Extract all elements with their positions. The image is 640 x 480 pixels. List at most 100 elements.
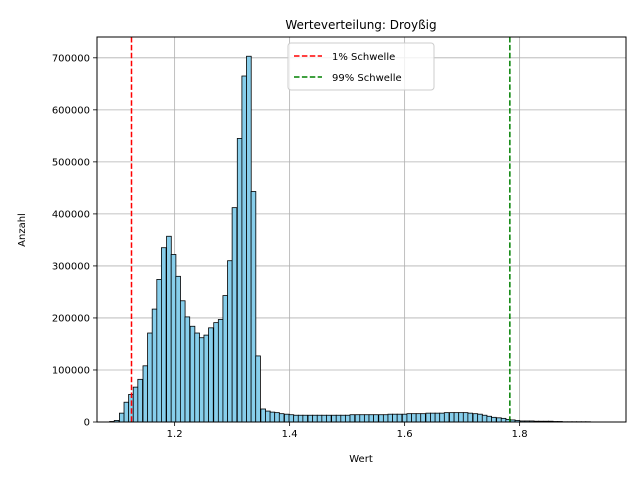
- y-tick-label: 700000: [52, 53, 90, 64]
- histogram-bar: [332, 415, 337, 422]
- histogram-bar: [232, 208, 237, 422]
- histogram-bar: [119, 413, 124, 422]
- y-tick-label: 0: [84, 418, 90, 429]
- histogram-bar: [491, 417, 496, 422]
- histogram-bar: [364, 415, 369, 422]
- histogram-bar: [379, 415, 384, 422]
- histogram-bar: [402, 414, 407, 422]
- x-tick-label: 1.8: [512, 429, 528, 440]
- chart-title: Werteverteilung: Droyßig: [285, 18, 436, 32]
- y-tick-label: 500000: [52, 157, 90, 168]
- histogram-bar: [195, 333, 200, 422]
- legend-label-1pct: 1% Schwelle: [332, 52, 395, 63]
- histogram-bar: [383, 415, 388, 422]
- histogram-bar: [407, 414, 412, 422]
- histogram-bar: [303, 415, 308, 422]
- histogram-bar: [124, 402, 129, 422]
- histogram-bar: [454, 413, 459, 422]
- histogram-bar: [148, 333, 153, 422]
- histogram-bar: [218, 320, 223, 422]
- y-tick-label: 600000: [52, 105, 90, 116]
- histogram-bar: [308, 415, 313, 422]
- histogram-bar: [247, 56, 252, 422]
- histogram-bar: [143, 366, 148, 422]
- histogram-bar: [341, 415, 346, 422]
- y-axis-label: Anzahl: [17, 213, 28, 247]
- histogram-bar: [388, 414, 393, 422]
- histogram-bar: [431, 413, 436, 422]
- histogram-bar: [463, 413, 468, 422]
- histogram-bar: [180, 301, 185, 422]
- histogram-bar: [449, 413, 454, 422]
- histogram-bar: [176, 276, 181, 422]
- histogram-bar: [237, 138, 242, 422]
- y-tick-label: 400000: [52, 209, 90, 220]
- histogram-bar: [374, 415, 379, 422]
- histogram-bar: [138, 379, 143, 422]
- histogram-bar: [228, 261, 233, 422]
- histogram-bar: [279, 414, 284, 422]
- histogram-bar: [350, 415, 355, 422]
- histogram-bar: [336, 415, 341, 422]
- histogram-bar: [261, 409, 266, 422]
- x-tick-label: 1.4: [282, 429, 298, 440]
- histogram-bar: [167, 236, 172, 422]
- histogram-bar: [355, 415, 360, 422]
- histogram-bar: [435, 413, 440, 422]
- histogram-bar: [426, 413, 431, 422]
- histogram-bar: [157, 279, 162, 422]
- histogram-bar: [289, 415, 294, 422]
- y-tick-label: 100000: [52, 365, 90, 376]
- x-tick-label: 1.6: [397, 429, 413, 440]
- histogram-bar: [482, 415, 487, 422]
- histogram-bar: [298, 415, 303, 422]
- x-axis-label: Wert: [349, 454, 373, 465]
- histogram-bar: [256, 356, 261, 422]
- histogram-bar: [265, 411, 270, 422]
- histogram-bar: [204, 335, 209, 422]
- x-tick-label: 1.2: [167, 429, 183, 440]
- y-tick-label: 200000: [52, 313, 90, 324]
- histogram-bar: [393, 414, 398, 422]
- histogram-bar: [133, 387, 138, 422]
- histogram-bar: [171, 254, 176, 422]
- histogram-bar: [478, 414, 483, 422]
- histogram-bar: [412, 414, 417, 422]
- histogram-bar: [322, 415, 327, 422]
- legend: 1% Schwelle 99% Schwelle: [288, 43, 434, 90]
- histogram-bar: [294, 415, 299, 422]
- histogram-bar: [421, 414, 426, 422]
- histogram-bar: [345, 415, 350, 422]
- histogram-bar: [152, 309, 157, 422]
- histogram-bar: [468, 413, 473, 422]
- histogram-bar: [209, 328, 214, 422]
- histogram-bar: [190, 326, 195, 422]
- histogram-bar: [326, 415, 331, 422]
- histogram-bar: [214, 323, 219, 422]
- histogram-bar: [161, 248, 166, 422]
- histogram-bar: [185, 317, 190, 422]
- histogram-bar: [497, 418, 502, 422]
- histogram-bar: [397, 414, 402, 422]
- histogram-bar: [444, 413, 449, 422]
- histogram-bar: [317, 415, 322, 422]
- histogram-bar: [313, 415, 318, 422]
- histogram-bar: [223, 296, 228, 422]
- histogram-bar: [242, 76, 247, 422]
- histogram-bar: [473, 414, 478, 422]
- histogram-bar: [275, 413, 280, 422]
- histogram-bar: [369, 415, 374, 422]
- histogram-bar: [440, 413, 445, 422]
- histogram-bar: [199, 338, 204, 422]
- histogram-bar: [487, 416, 492, 422]
- histogram-bar: [251, 192, 256, 422]
- histogram-bar: [501, 418, 506, 422]
- histogram-bar: [416, 414, 421, 422]
- histogram-bar: [360, 415, 365, 422]
- histogram-bar: [270, 412, 275, 422]
- histogram-bar: [284, 414, 289, 422]
- y-tick-label: 300000: [52, 261, 90, 272]
- legend-label-99pct: 99% Schwelle: [332, 73, 402, 84]
- histogram-bar: [459, 413, 464, 422]
